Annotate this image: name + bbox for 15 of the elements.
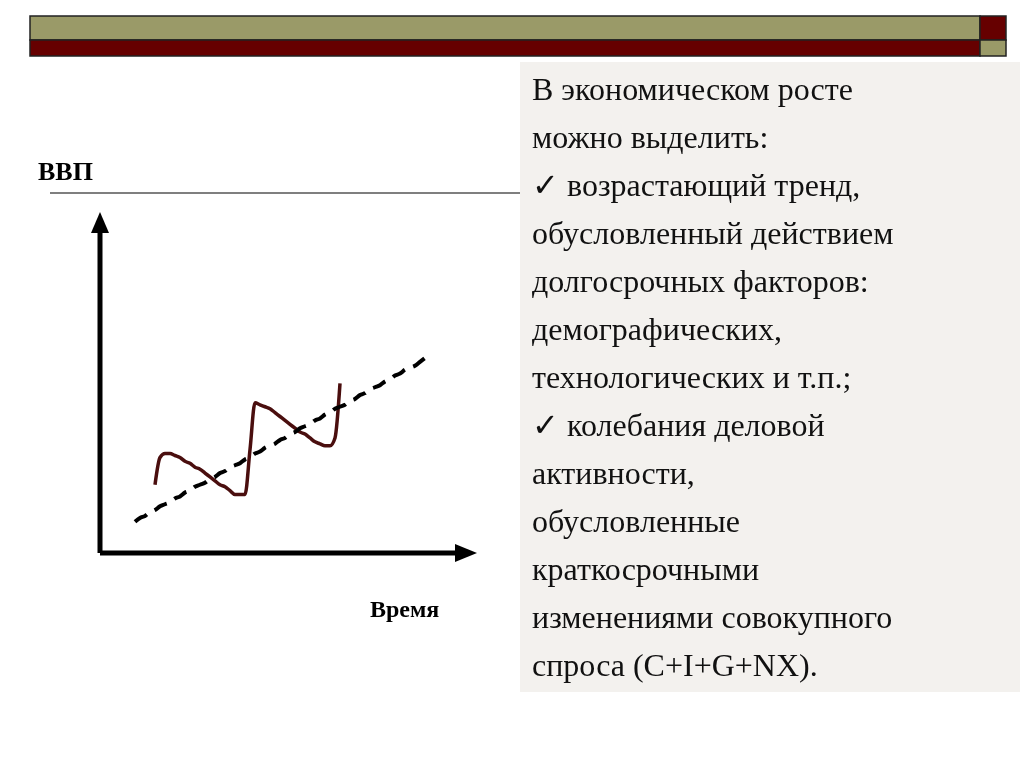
text: обусловленный действием bbox=[532, 215, 894, 251]
text: технологических и т.п.; bbox=[532, 359, 852, 395]
x-axis-title: Время bbox=[370, 596, 440, 622]
text: демографических, bbox=[532, 311, 782, 347]
text: изменениями совокупного bbox=[532, 599, 893, 635]
text: ВВП bbox=[38, 157, 93, 186]
text: ✓ колебания деловой bbox=[532, 407, 825, 443]
text: можно выделить: bbox=[532, 119, 769, 155]
text: ✓ возрастающий тренд, bbox=[532, 167, 861, 203]
text: В экономическом росте bbox=[532, 71, 853, 107]
text: спроса (C+I+G+NX). bbox=[532, 647, 818, 683]
text: долгосрочных факторов: bbox=[532, 263, 869, 299]
text: краткосрочными bbox=[532, 551, 760, 587]
text: активности, bbox=[532, 455, 695, 491]
text: обусловленные bbox=[532, 503, 741, 539]
